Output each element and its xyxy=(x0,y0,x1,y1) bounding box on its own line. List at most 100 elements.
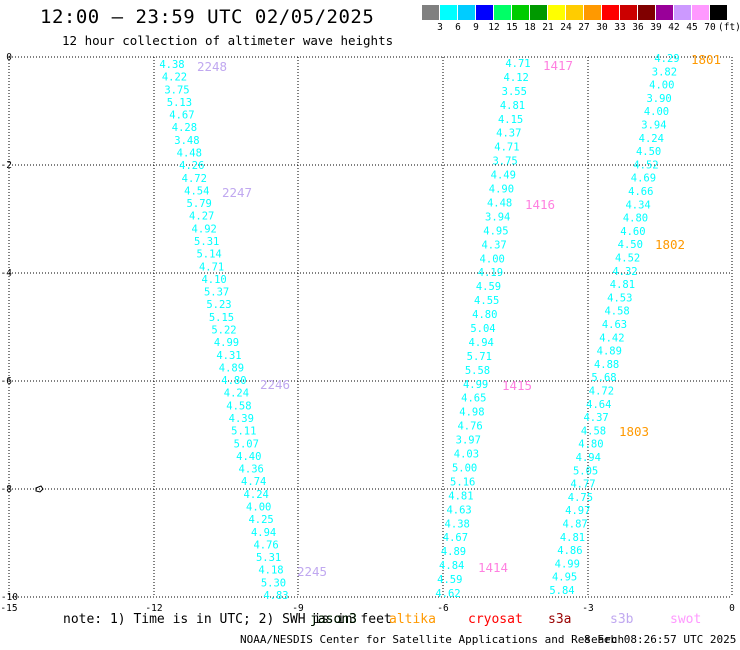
wave-height-value: 3.48 xyxy=(174,135,199,147)
wave-height-value: 4.27 xyxy=(189,211,214,223)
map-subtitle: 12 hour collection of altimeter wave hei… xyxy=(62,33,394,48)
pass-time-label: 2245 xyxy=(297,564,327,579)
wave-height-value: 4.58 xyxy=(581,425,606,437)
wave-height-value: 4.19 xyxy=(478,267,503,279)
pass-time-label: 1802 xyxy=(655,237,685,252)
wave-height-value: 4.95 xyxy=(483,225,508,237)
wave-height-value: 4.94 xyxy=(251,527,276,539)
wave-height-value: 3.75 xyxy=(492,156,517,168)
y-tick-label: -10 xyxy=(1,592,18,603)
colorbar-swatch xyxy=(674,5,691,20)
wave-height-value: 4.99 xyxy=(463,379,488,391)
pass-time-label: 1801 xyxy=(691,52,721,67)
y-tick-label: -2 xyxy=(1,160,12,171)
wave-height-value: 4.12 xyxy=(504,72,529,84)
pass-time-label: 1416 xyxy=(525,197,555,212)
map-title: 12:00 – 23:59 UTC 02/05/2025 xyxy=(40,6,375,28)
colorbar-tick-label: 18 xyxy=(524,22,536,33)
colorbar-tick-label: 9 xyxy=(473,22,479,33)
x-tick-label: -6 xyxy=(437,603,449,614)
legend-swot: swot xyxy=(670,612,702,627)
wave-height-value: 4.32 xyxy=(612,266,637,278)
wave-height-value: 3.82 xyxy=(652,66,677,78)
wave-height-value: 4.66 xyxy=(628,186,653,198)
wave-height-value: 4.63 xyxy=(602,319,627,331)
wave-height-value: 4.89 xyxy=(219,362,244,374)
wave-height-value: 4.98 xyxy=(459,407,484,419)
colorbar-tick-label: 42 xyxy=(668,22,680,33)
wave-height-value: 5.68 xyxy=(591,372,616,384)
wave-height-value: 4.49 xyxy=(491,170,516,182)
wave-height-value: 3.97 xyxy=(456,435,481,447)
wave-height-value: 4.88 xyxy=(594,359,619,371)
wave-height-value: 4.53 xyxy=(607,292,632,304)
wave-height-value: 3.94 xyxy=(641,120,666,132)
wave-height-value: 4.99 xyxy=(214,337,239,349)
map-grid xyxy=(8,56,733,598)
wave-height-value: 4.00 xyxy=(480,253,505,265)
x-tick-label: 0 xyxy=(729,603,735,614)
pass-time-label: 1415 xyxy=(502,378,532,393)
colorbar-swatch xyxy=(620,5,637,20)
wave-height-value: 5.00 xyxy=(452,463,477,475)
wave-height-value: 4.36 xyxy=(239,464,264,476)
wave-height-value: 4.71 xyxy=(199,261,224,273)
colorbar-tick-label: 45 xyxy=(686,22,698,33)
wave-height-value: 4.62 xyxy=(435,588,460,600)
wave-height-value: 3.75 xyxy=(164,84,189,96)
wave-height-value: 4.15 xyxy=(498,114,523,126)
wave-height-value: 5.30 xyxy=(261,577,286,589)
colorbar-tick-label: 6 xyxy=(455,22,461,33)
colorbar-swatch xyxy=(638,5,655,20)
wave-height-value: 4.38 xyxy=(445,518,470,530)
x-tick-label: -15 xyxy=(0,603,17,614)
legend-cryosat: cryosat xyxy=(468,612,523,627)
colorbar-tick-label: 3 xyxy=(437,22,443,33)
wave-height-value: 4.80 xyxy=(221,375,246,387)
colorbar-swatch xyxy=(494,5,511,20)
wave-height-value: 4.28 xyxy=(172,122,197,134)
wave-height-value: 5.58 xyxy=(465,365,490,377)
colorbar-tick-label: 70 xyxy=(704,22,716,33)
wave-height-value: 4.67 xyxy=(169,110,194,122)
wave-height-value: 4.37 xyxy=(496,128,521,140)
wave-height-value: 4.34 xyxy=(625,199,650,211)
footer-note: note: 1) Time is in UTC; 2) SWH is in fe… xyxy=(63,612,392,627)
wave-height-value: 4.48 xyxy=(177,148,202,160)
wave-height-value: 5.07 xyxy=(234,438,259,450)
colorbar-swatch xyxy=(584,5,601,20)
pass-time-label: 2247 xyxy=(222,185,252,200)
wave-height-value: 4.48 xyxy=(487,198,512,210)
wave-height-value: 4.39 xyxy=(229,413,254,425)
wave-height-value: 4.71 xyxy=(505,58,530,70)
colorbar-swatch xyxy=(566,5,583,20)
legend-s3b: s3b xyxy=(610,612,634,627)
wave-height-value: 4.50 xyxy=(636,146,661,158)
wave-height-value: 4.92 xyxy=(192,223,217,235)
wave-height-value: 5.31 xyxy=(256,552,281,564)
wave-height-value: 4.40 xyxy=(236,451,261,463)
wave-height-value: 4.72 xyxy=(182,173,207,185)
wave-height-value: 4.10 xyxy=(201,274,226,286)
legend-jason3-green: jason3 xyxy=(310,612,357,627)
pass-time-label: 1417 xyxy=(543,58,573,73)
y-tick-label: -6 xyxy=(1,376,13,387)
wave-height-value: 4.24 xyxy=(244,489,269,501)
wave-height-value: 5.16 xyxy=(450,476,475,488)
colorbar-tick-label: 27 xyxy=(578,22,590,33)
axis-labels: -15 -12 -9 -6 -3 0 0 -2 -4 -6 -8 -10 xyxy=(0,52,735,614)
wave-height-value: 4.58 xyxy=(226,400,251,412)
wave-height-value: 4.84 xyxy=(439,560,464,572)
wave-height-value: 4.69 xyxy=(631,173,656,185)
wave-height-value: 4.76 xyxy=(457,421,482,433)
wave-height-value: 3.94 xyxy=(485,211,510,223)
wave-height-value: 4.54 xyxy=(184,185,209,197)
pass-time-label: 2246 xyxy=(260,377,290,392)
wave-height-value: 4.86 xyxy=(557,545,582,557)
wave-height-value: 5.71 xyxy=(467,351,492,363)
wave-height-value: 4.71 xyxy=(494,142,519,154)
x-tick-label: -3 xyxy=(582,603,593,614)
wave-height-value: 5.37 xyxy=(204,287,229,299)
wave-height-value: 4.81 xyxy=(500,100,525,112)
